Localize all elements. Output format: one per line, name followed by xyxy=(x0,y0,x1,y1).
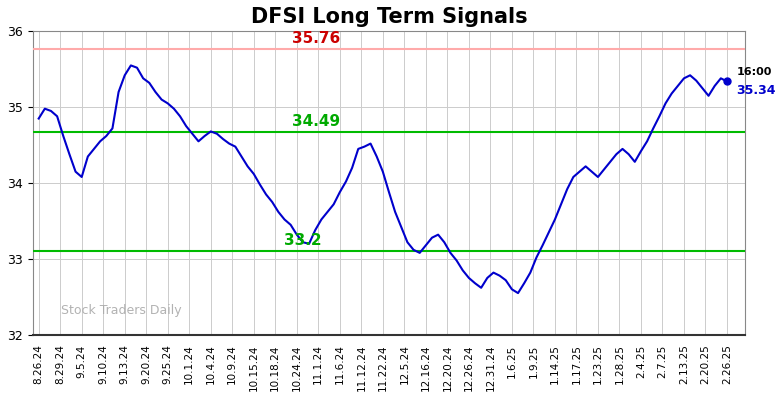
Text: 35.76: 35.76 xyxy=(292,31,340,47)
Title: DFSI Long Term Signals: DFSI Long Term Signals xyxy=(251,7,528,27)
Text: 34.49: 34.49 xyxy=(292,114,340,129)
Text: 33.2: 33.2 xyxy=(284,233,321,248)
Text: Stock Traders Daily: Stock Traders Daily xyxy=(61,304,182,317)
Text: 35.34: 35.34 xyxy=(736,84,775,97)
Text: 16:00: 16:00 xyxy=(736,67,771,77)
